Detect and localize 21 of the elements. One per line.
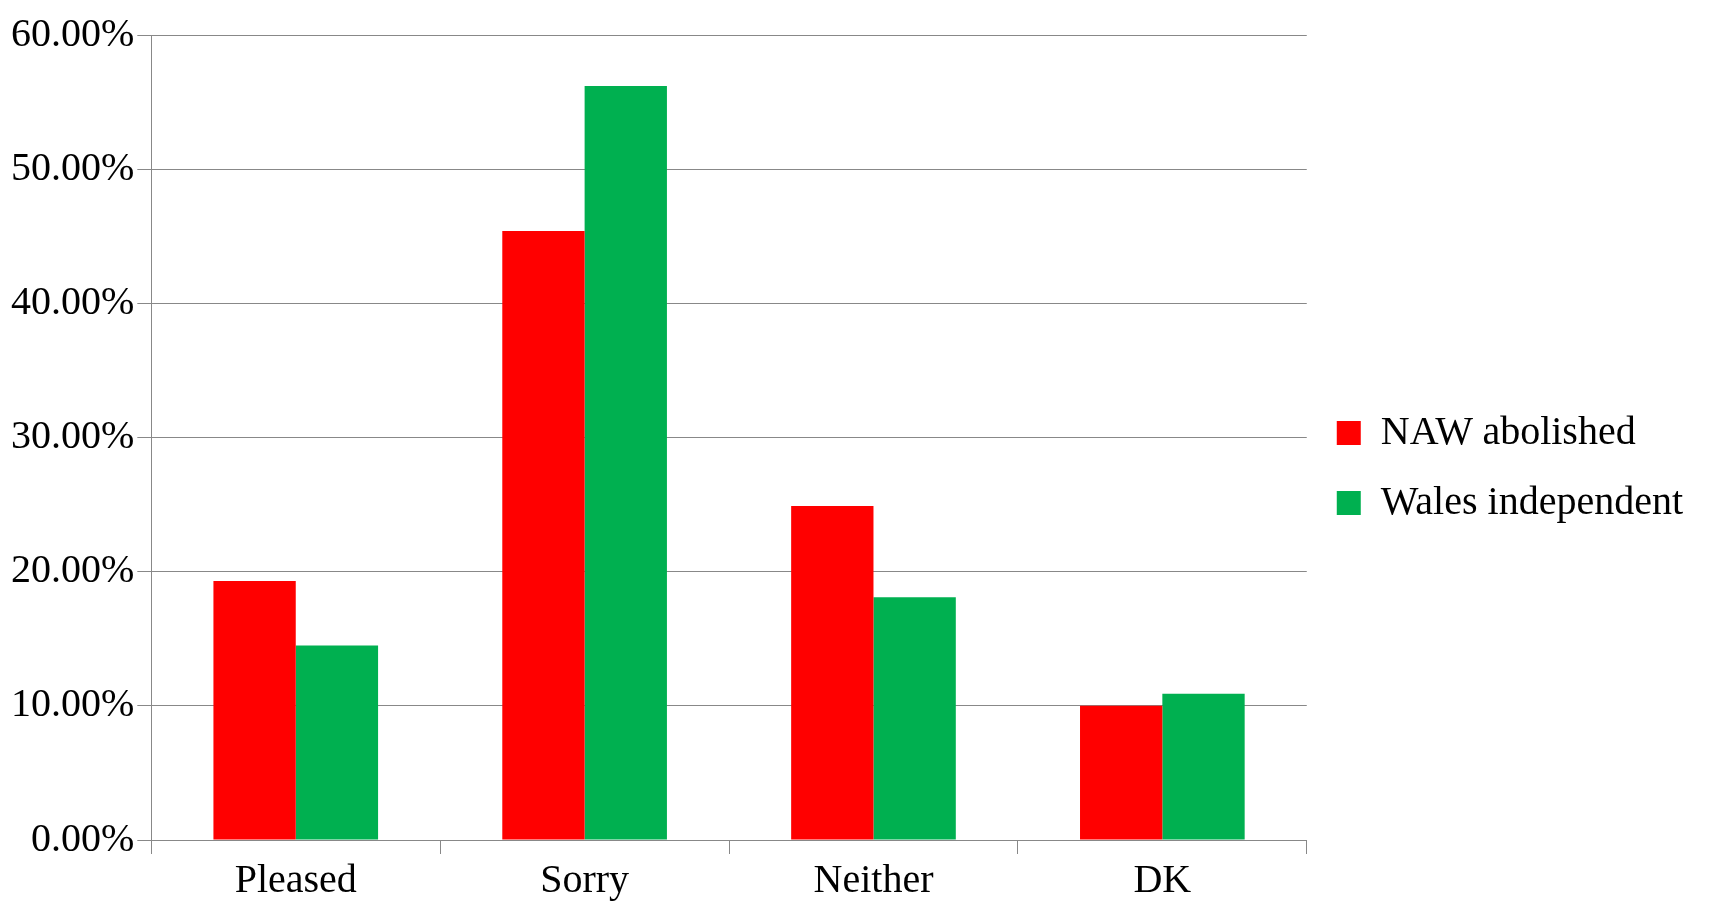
y-tick-label: 20.00% [10, 546, 135, 592]
bar [502, 230, 585, 840]
bar [791, 505, 874, 840]
y-tick-label: 60.00% [10, 9, 135, 55]
x-tick-label: Neither [813, 855, 934, 901]
legend-label: Wales independent [1380, 477, 1684, 523]
x-tick-label: Pleased [234, 855, 357, 901]
y-tick-label: 40.00% [10, 277, 135, 323]
y-tick-label: 30.00% [10, 412, 135, 457]
x-tick-label: Sorry [540, 855, 630, 901]
bar [1162, 693, 1245, 840]
bar [1080, 705, 1163, 840]
legend-label: NAW abolished [1380, 407, 1636, 453]
x-tick-label: DK [1133, 855, 1192, 901]
y-tick-label: 10.00% [10, 680, 135, 726]
y-tick-label: 0.00% [30, 814, 135, 860]
y-tick-label: 50.00% [10, 143, 135, 189]
bar [213, 581, 296, 840]
bar [295, 645, 379, 840]
bar [873, 597, 956, 840]
bar [584, 85, 667, 840]
